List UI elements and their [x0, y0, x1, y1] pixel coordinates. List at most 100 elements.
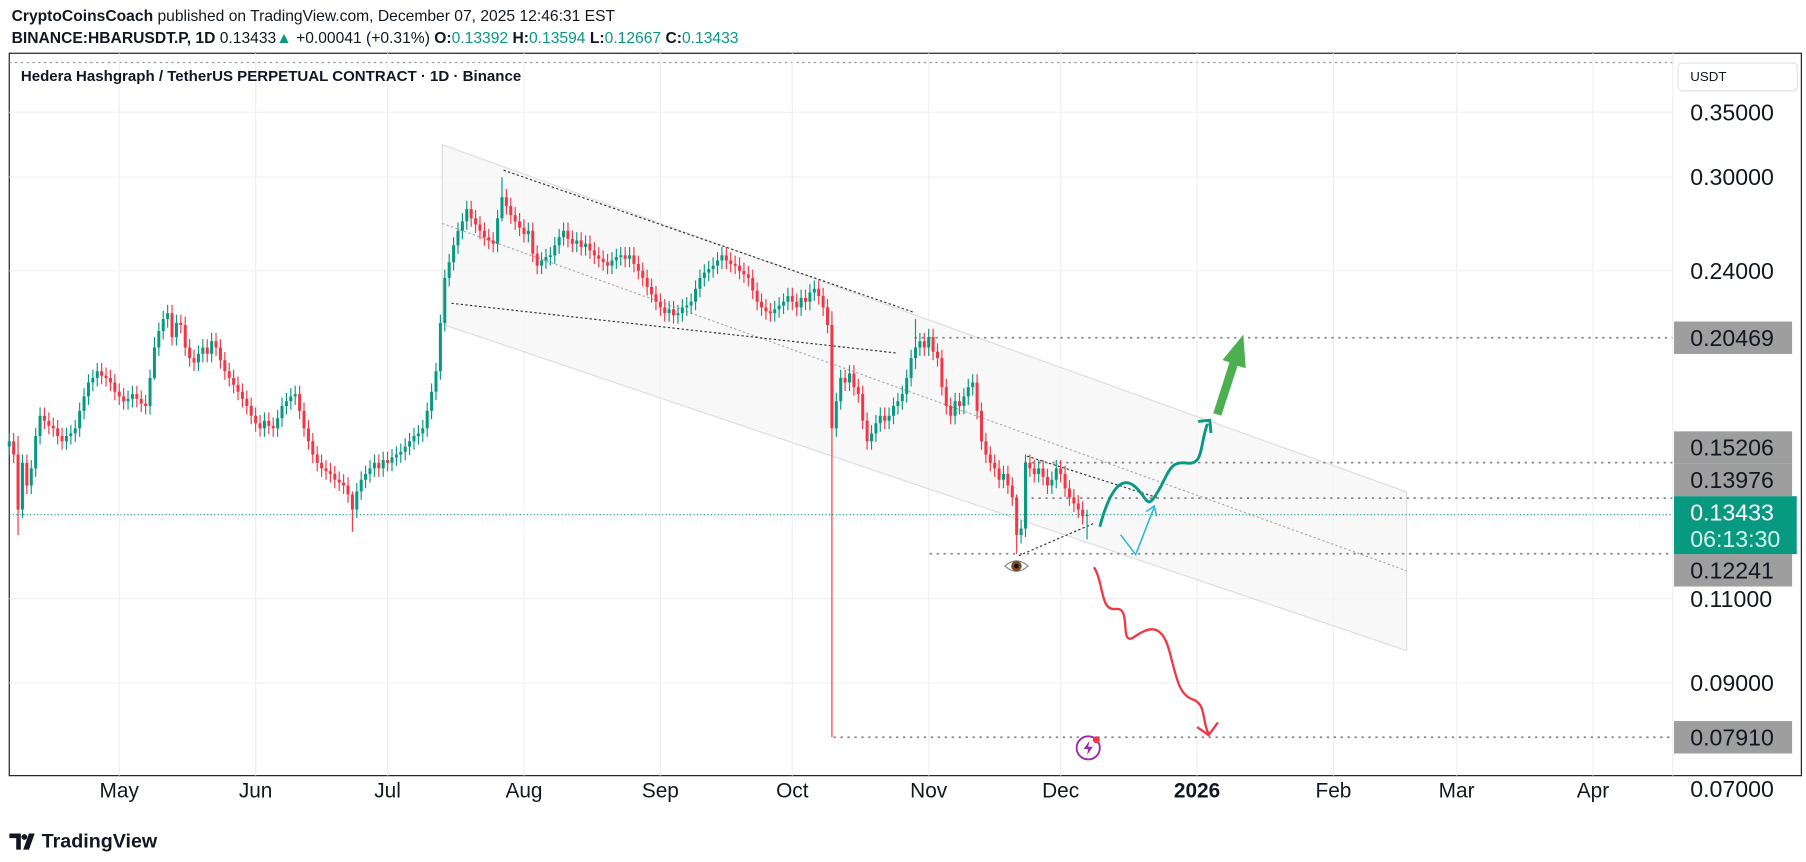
- candle-body: [298, 394, 302, 411]
- time-tick-label: Sep: [642, 780, 679, 803]
- candle-body: [1063, 474, 1067, 489]
- candle: [148, 369, 152, 415]
- candle-body: [619, 255, 623, 258]
- candle: [166, 304, 170, 328]
- candle: [544, 248, 548, 269]
- descending-channel[interactable]: [441, 143, 1408, 652]
- candle-body: [469, 209, 473, 219]
- big-up-arrow-icon: [1213, 334, 1246, 416]
- candle: [786, 287, 790, 311]
- candle: [117, 383, 121, 405]
- candle: [579, 232, 583, 256]
- candle-body: [289, 396, 293, 402]
- candle-body: [337, 479, 341, 483]
- time-axis[interactable]: May Jun Jul Aug Sep Oct Nov Dec 2026 Feb Mar Apr: [100, 780, 1610, 803]
- upper-trendline[interactable]: [503, 169, 915, 314]
- candle: [500, 177, 504, 222]
- candle-body: [654, 294, 658, 302]
- candle: [157, 322, 161, 356]
- candle-body: [214, 341, 218, 348]
- candle-body: [878, 415, 882, 424]
- candle: [302, 402, 306, 437]
- candle: [892, 397, 896, 425]
- candle-body: [1019, 528, 1023, 536]
- candle-body: [694, 288, 698, 302]
- channel-midline[interactable]: [442, 222, 1407, 572]
- candle-body: [1045, 476, 1049, 486]
- candle: [821, 287, 825, 316]
- candle-body: [276, 418, 280, 429]
- candle-body: [1059, 468, 1063, 475]
- candle: [73, 419, 77, 442]
- candle: [720, 247, 724, 269]
- candle: [293, 385, 297, 405]
- candle-body: [166, 313, 170, 320]
- candle-body: [113, 382, 117, 392]
- candle-body: [966, 387, 970, 397]
- time-tick-label: May: [100, 780, 140, 803]
- candle: [390, 448, 394, 472]
- candle: [364, 465, 368, 489]
- high-label: H:: [512, 28, 529, 47]
- candle: [56, 419, 60, 445]
- candle: [430, 383, 434, 420]
- triangle-up-icon: ▲: [276, 28, 292, 47]
- candle: [394, 446, 398, 466]
- candle: [438, 314, 442, 380]
- candle-body: [91, 377, 95, 383]
- candle-body: [628, 255, 632, 259]
- candle-body: [988, 454, 992, 463]
- candle-body: [729, 260, 733, 264]
- candle: [1037, 460, 1041, 483]
- badge-text: 0.20469: [1690, 325, 1774, 351]
- candle: [738, 257, 742, 280]
- candle: [372, 454, 376, 477]
- candle: [619, 247, 623, 266]
- candle-body: [997, 468, 1001, 480]
- currency-button[interactable]: USDT: [1677, 62, 1798, 92]
- candle-body: [768, 311, 772, 314]
- publish-info: published on TradingView.com, December 0…: [153, 6, 616, 25]
- candle: [460, 213, 464, 240]
- price-axis[interactable]: 0.35000 0.30000 0.24000 0.11000 0.09000 0.070…: [1690, 99, 1774, 801]
- candle-body: [42, 415, 46, 421]
- candle: [812, 280, 816, 301]
- candle-body: [742, 270, 746, 275]
- candle: [760, 293, 764, 316]
- candle-body: [760, 301, 764, 308]
- level-price-badge: 0.13976: [1674, 463, 1793, 497]
- candle: [768, 302, 772, 322]
- candle: [1050, 471, 1054, 495]
- candle-body: [82, 396, 86, 411]
- candle: [922, 332, 926, 356]
- candle: [179, 314, 183, 334]
- author[interactable]: CryptoCoinsCoach: [11, 6, 154, 25]
- price-tick-label: 0.11000: [1690, 586, 1772, 612]
- candle: [927, 328, 931, 356]
- candle: [913, 319, 918, 370]
- candle-body: [733, 263, 737, 266]
- candle: [663, 299, 667, 322]
- candle: [16, 436, 20, 536]
- candle: [355, 483, 359, 519]
- candle: [91, 369, 95, 392]
- candle-body: [227, 371, 231, 378]
- candle: [707, 260, 711, 282]
- candle: [262, 412, 266, 437]
- candle-body: [848, 373, 852, 383]
- candle: [526, 222, 530, 243]
- candle-body: [205, 347, 209, 354]
- lightning-event-icon[interactable]: [1075, 735, 1101, 761]
- candle: [896, 392, 900, 415]
- lower-trendline[interactable]: [451, 302, 898, 354]
- candle: [799, 289, 803, 316]
- candle-body: [210, 341, 214, 354]
- candle-body: [390, 457, 394, 463]
- candle-body: [918, 341, 922, 348]
- candle-body: [86, 382, 90, 397]
- candle-body: [196, 353, 200, 363]
- candle: [689, 293, 693, 315]
- candle-body: [777, 305, 781, 310]
